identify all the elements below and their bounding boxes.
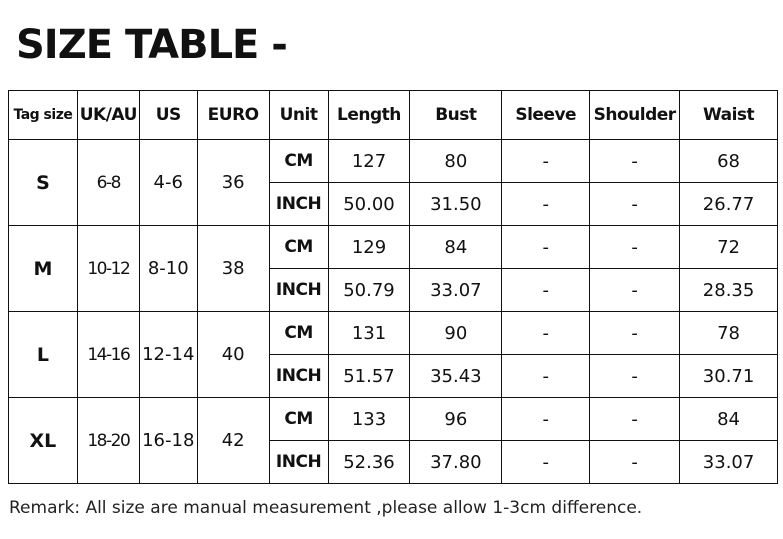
cell-us: 12-14 — [138, 311, 198, 398]
cell-uk: 14-16 — [76, 311, 140, 398]
cell-euro: 40 — [196, 311, 270, 398]
column-header: Sleeve — [501, 90, 591, 140]
value-cell: 50.00 — [327, 182, 411, 226]
cell-uk: 6-8 — [76, 139, 140, 226]
cell-tag: S — [8, 139, 78, 226]
cell-us: 8-10 — [138, 225, 198, 312]
value-cell: - — [589, 311, 681, 355]
column-header: Waist — [679, 90, 778, 140]
value-cell: 78 — [679, 311, 778, 355]
unit-cell: CM — [268, 139, 329, 183]
value-cell: 68 — [679, 139, 778, 183]
value-cell: - — [589, 440, 681, 484]
value-cell: 72 — [679, 225, 778, 269]
size-table: Tag size UK/AU US EURO Unit Length Bust Sleeve S… — [8, 90, 778, 484]
value-cell: 31.50 — [409, 182, 503, 226]
value-cell: - — [501, 182, 591, 226]
cell-tag: XL — [8, 397, 78, 484]
value-cell: 26.77 — [679, 182, 778, 226]
value-cell: - — [589, 139, 681, 183]
value-cell: 30.71 — [679, 354, 778, 398]
value-cell: - — [501, 440, 591, 484]
cell-us: 16-18 — [138, 397, 198, 484]
column-header: UK/AU — [76, 90, 140, 140]
value-cell: 133 — [327, 397, 411, 441]
table-row: INCH 50.00 31.50- -26.77 — [9, 182, 778, 226]
value-cell: - — [501, 139, 591, 183]
table-row: L 14-16 12-14 40 CM 131 90- -78 — [8, 311, 778, 398]
unit-cell: INCH — [268, 182, 329, 226]
column-header: Shoulder — [589, 90, 681, 140]
value-cell: 80 — [409, 139, 503, 183]
value-cell: 28.35 — [679, 268, 778, 312]
column-header: Bust — [409, 90, 503, 140]
value-cell: 37.80 — [409, 440, 503, 484]
value-cell: 131 — [327, 311, 411, 355]
value-cell: 84 — [679, 397, 778, 441]
value-cell: - — [501, 311, 591, 355]
value-cell: 33.07 — [409, 268, 503, 312]
cell-euro: 38 — [196, 225, 270, 312]
cell-tag: M — [8, 225, 78, 312]
cell-tag: L — [8, 311, 78, 398]
table-row: S 6-8 4-6 36 CM 127 80- -68 — [8, 139, 778, 226]
value-cell: - — [589, 225, 681, 269]
table-row: M 10-12 8-10 38 CM 129 84- -72 — [8, 225, 778, 312]
unit-cell: CM — [268, 225, 329, 269]
value-cell: 51.57 — [327, 354, 411, 398]
value-cell: 90 — [409, 311, 503, 355]
unit-cell: INCH — [268, 354, 329, 398]
value-cell: 52.36 — [327, 440, 411, 484]
table-row: XL 18-20 16-18 42 CM 133 96- -84 — [8, 397, 778, 484]
value-cell: - — [501, 268, 591, 312]
value-cell: 50.79 — [327, 268, 411, 312]
table-row: INCH 52.36 37.80- -33.07 — [9, 440, 778, 484]
header-row: Tag size UK/AU US EURO Unit Length Bust Sleeve S… — [8, 90, 778, 140]
value-cell: - — [501, 354, 591, 398]
column-header: Length — [327, 90, 411, 140]
cell-euro: 42 — [196, 397, 270, 484]
value-cell: 129 — [327, 225, 411, 269]
cell-uk: 10-12 — [76, 225, 140, 312]
value-cell: - — [501, 225, 591, 269]
unit-cell: CM — [268, 397, 329, 441]
value-cell: - — [589, 268, 681, 312]
value-cell: 127 — [327, 139, 411, 183]
cell-uk: 18-20 — [76, 397, 140, 484]
value-cell: 33.07 — [679, 440, 778, 484]
column-header: US — [138, 90, 198, 140]
value-cell: - — [501, 397, 591, 441]
remark: Remark: All size are manual measurement … — [9, 498, 643, 518]
unit-cell: INCH — [268, 440, 329, 484]
column-header: Tag size — [8, 90, 78, 140]
value-cell: 35.43 — [409, 354, 503, 398]
value-cell: - — [589, 354, 681, 398]
value-cell: 84 — [409, 225, 503, 269]
value-cell: 96 — [409, 397, 503, 441]
value-cell: - — [589, 182, 681, 226]
page-title: SIZE TABLE - — [16, 22, 288, 68]
table-row: INCH 50.79 33.07- -28.35 — [9, 268, 778, 312]
unit-cell: INCH — [268, 268, 329, 312]
cell-us: 4-6 — [138, 139, 198, 226]
column-header: Unit — [268, 90, 329, 140]
value-cell: - — [589, 397, 681, 441]
cell-euro: 36 — [196, 139, 270, 226]
column-header: EURO — [196, 90, 270, 140]
unit-cell: CM — [268, 311, 329, 355]
